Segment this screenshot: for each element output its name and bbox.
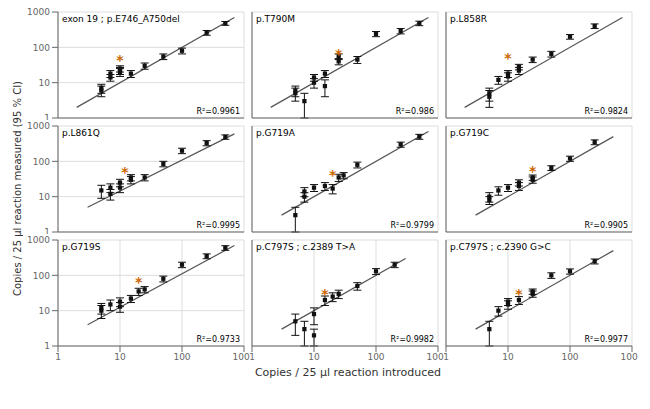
svg-text:1: 1 [44,113,50,120]
svg-text:1000: 1000 [27,8,50,17]
html-text:R²=0.9995: R²=0.9995 [196,221,240,230]
html-text:R²=0.9824: R²=0.9824 [584,107,628,116]
svg-text:1000: 1000 [27,122,50,131]
html-text:Copies / 25 μl reaction introd: Copies / 25 μl reaction introduced [254,366,442,379]
svg-text:1000: 1000 [621,352,638,362]
html-text:p.C797S ; c.2390 G>C: p.C797S ; c.2390 G>C [450,242,551,252]
html-text:p.C797S ; c.2389 T>A: p.C797S ; c.2389 T>A [256,242,356,252]
html-text:R²=0.9733: R²=0.9733 [196,335,240,344]
svg-text:*: * [335,46,343,62]
html-text:p.T790M: p.T790M [256,14,295,24]
html-text:exon 19 ; p.E746_A750del: exon 19 ; p.E746_A750del [62,14,180,24]
html-text:p.L858R: p.L858R [450,14,487,24]
svg-text:100: 100 [33,43,50,53]
html-text:Copies / 25 μl reaction measur: Copies / 25 μl reaction measured (95 % C… [11,80,23,296]
html-text:R²=0.9982: R²=0.9982 [390,335,434,344]
svg-text:*: * [529,163,537,179]
svg-text:*: * [121,164,129,180]
svg-text:1: 1 [55,352,61,362]
svg-text:1: 1 [44,341,50,351]
svg-text:1000: 1000 [233,352,250,362]
html-text:R²=0.9977: R²=0.9977 [584,335,628,344]
html-text:p.G719C: p.G719C [450,128,489,138]
html-text:R²=0.9961: R²=0.9961 [196,107,240,116]
svg-text:100: 100 [33,157,50,167]
svg-text:*: * [504,50,512,66]
html-text:R²=0.986: R²=0.986 [395,107,434,116]
svg-text:100: 100 [561,352,578,362]
html-text:p.G719S: p.G719S [62,242,101,252]
svg-text:1000: 1000 [27,236,50,245]
svg-text:1: 1 [250,352,255,362]
svg-text:*: * [515,286,523,302]
svg-text:*: * [135,274,143,290]
svg-text:100: 100 [33,271,50,281]
svg-text:*: * [329,167,337,183]
svg-text:*: * [116,52,124,68]
svg-text:1000: 1000 [427,352,444,362]
html-text:R²=0.9905: R²=0.9905 [584,221,628,230]
html-text:p.L861Q: p.L861Q [62,128,100,138]
svg-text:10: 10 [39,192,51,202]
svg-text:*: * [321,286,329,302]
svg-text:10: 10 [114,352,126,362]
svg-text:10: 10 [39,78,51,88]
html-text:p.G719A: p.G719A [256,128,295,138]
html-text:R²=0.9799: R²=0.9799 [390,221,434,230]
svg-text:1: 1 [444,352,449,362]
svg-text:1: 1 [44,227,50,234]
svg-text:100: 100 [367,352,384,362]
svg-text:100: 100 [173,352,190,362]
svg-text:10: 10 [39,306,51,316]
svg-text:10: 10 [308,352,320,362]
svg-text:10: 10 [502,352,514,362]
